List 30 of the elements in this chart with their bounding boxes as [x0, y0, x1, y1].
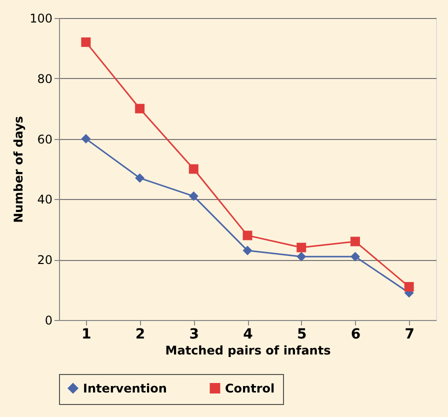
point — [81, 134, 91, 144]
point — [135, 104, 145, 114]
point — [350, 252, 360, 262]
y-tick-label: 40 — [37, 192, 52, 207]
x-tick-label: 5 — [296, 326, 307, 342]
point — [188, 191, 198, 201]
point — [404, 282, 414, 292]
point — [242, 246, 252, 256]
x-tick-label: 3 — [189, 326, 200, 342]
y-tick-label: 100 — [30, 12, 52, 26]
y-tick-label: 60 — [37, 132, 52, 146]
x-tick-label: 1 — [82, 326, 92, 342]
point — [350, 236, 360, 246]
point — [296, 242, 306, 252]
x-tick-label: 4 — [243, 326, 254, 342]
point — [81, 37, 91, 47]
y-tick-label: 0 — [44, 314, 52, 328]
point — [242, 230, 252, 240]
x-axis-title: Matched pairs of infants — [165, 344, 331, 358]
x-tick-label: 2 — [135, 326, 146, 342]
y-axis-title: Number of days — [12, 116, 26, 223]
y-tick-label: 20 — [37, 253, 52, 268]
x-tick-label: 7 — [404, 326, 414, 342]
legend-label: Intervention — [83, 381, 167, 396]
point — [188, 164, 198, 174]
point — [296, 252, 306, 262]
legend-label: Control — [225, 381, 275, 396]
y-tick-label: 80 — [37, 72, 52, 86]
x-tick-label: 6 — [350, 326, 361, 342]
point — [135, 173, 145, 183]
